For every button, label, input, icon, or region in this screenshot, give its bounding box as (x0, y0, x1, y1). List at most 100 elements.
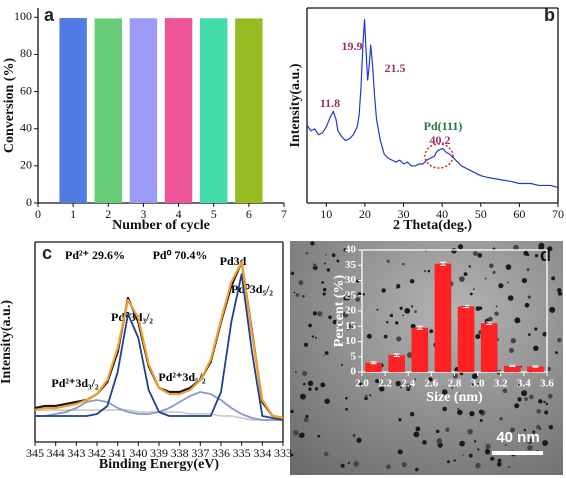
particle (508, 347, 515, 353)
particle (415, 467, 419, 472)
particle (353, 461, 360, 467)
particle (376, 308, 379, 311)
particle (302, 382, 306, 386)
particle (402, 314, 405, 317)
x-tick-label: 1 (70, 207, 76, 221)
particle (435, 429, 440, 434)
particle (305, 252, 308, 255)
y-tick-label: 40 (345, 244, 357, 256)
error-bar (532, 365, 539, 368)
particle (446, 460, 450, 464)
particle (458, 392, 461, 395)
error-bar (509, 364, 516, 368)
particle (323, 262, 326, 265)
particle (475, 462, 481, 469)
annotation: Pd²⁺3d₅/₂ (158, 370, 206, 384)
x-tick-label: 5 (211, 207, 217, 221)
x-tick-label: 343 (67, 446, 85, 460)
annotation: 11.8 (320, 96, 340, 110)
particle (513, 244, 519, 251)
highlight-circle (424, 143, 454, 169)
particle (485, 443, 491, 450)
particle (369, 394, 372, 397)
panel-label: d (540, 245, 551, 265)
particle (395, 321, 399, 325)
particle (492, 270, 496, 274)
bar (59, 18, 87, 204)
particle (415, 426, 421, 432)
particle (389, 313, 394, 318)
x-tick-label: 3.6 (540, 378, 554, 390)
particle (545, 402, 549, 406)
particle (510, 338, 517, 344)
annotation: Pd²⁺3d₃/₂ (51, 376, 99, 390)
particle (305, 414, 309, 419)
x-tick-label: 2.2 (378, 378, 392, 390)
particle (396, 284, 401, 289)
particle (429, 329, 434, 334)
particle (536, 424, 541, 430)
particle (546, 366, 552, 372)
particle (473, 251, 478, 256)
particle (427, 269, 431, 273)
particle (302, 371, 308, 377)
error-bar (463, 304, 470, 309)
particle (413, 378, 417, 381)
particle (324, 398, 330, 404)
y-tick-label: 35 (345, 259, 357, 271)
data-line (306, 19, 559, 188)
x-tick-label: 30 (398, 207, 410, 221)
particle (406, 352, 413, 358)
x-tick-label: 4 (176, 207, 182, 221)
x-tick-label: 344 (47, 446, 65, 460)
bar (235, 18, 263, 204)
particle (462, 454, 465, 456)
x-axis-title: 2 Theta(deg.) (393, 218, 472, 233)
particle (404, 307, 411, 314)
particle (477, 253, 483, 258)
particle (473, 440, 477, 443)
particle (345, 396, 348, 400)
x-tick-label: 7 (281, 207, 287, 221)
x-tick-label: 3.0 (471, 378, 485, 390)
particle (428, 377, 433, 382)
particle (502, 388, 508, 394)
particle (409, 278, 415, 284)
y-tick-label: 40 (20, 120, 32, 134)
particle (342, 311, 349, 318)
y-axis-title: Conversion (%) (2, 58, 17, 154)
bar (365, 362, 382, 372)
particle (457, 407, 460, 411)
particle (538, 244, 545, 251)
particle (312, 263, 317, 267)
x-tick-label: 339 (150, 446, 168, 460)
particle (410, 323, 416, 329)
x-tick-label: 336 (212, 446, 230, 460)
particle (314, 387, 319, 391)
particle (352, 433, 356, 438)
x-tick-label: 337 (191, 446, 209, 460)
particle (317, 434, 321, 438)
x-tick-label: 335 (233, 446, 251, 460)
x-tick-label: 333 (274, 446, 292, 460)
particle (396, 336, 402, 342)
particle (477, 448, 480, 451)
particle (347, 461, 350, 465)
particle (526, 438, 533, 445)
y-tick-label: 10 (345, 335, 357, 347)
particle (477, 382, 479, 385)
particle (484, 449, 491, 455)
y-tick-label: 20 (345, 305, 357, 317)
y-tick-label: 80 (20, 46, 32, 60)
y-tick-label: 0 (26, 195, 32, 209)
particle (331, 253, 336, 258)
particle (308, 387, 312, 391)
particle (551, 276, 556, 281)
particle (397, 449, 403, 455)
particle (295, 370, 297, 373)
x-tick-label: 2.0 (355, 378, 369, 390)
particle (488, 316, 493, 322)
particle (290, 453, 294, 457)
particle (326, 268, 331, 272)
data-line (34, 260, 284, 420)
